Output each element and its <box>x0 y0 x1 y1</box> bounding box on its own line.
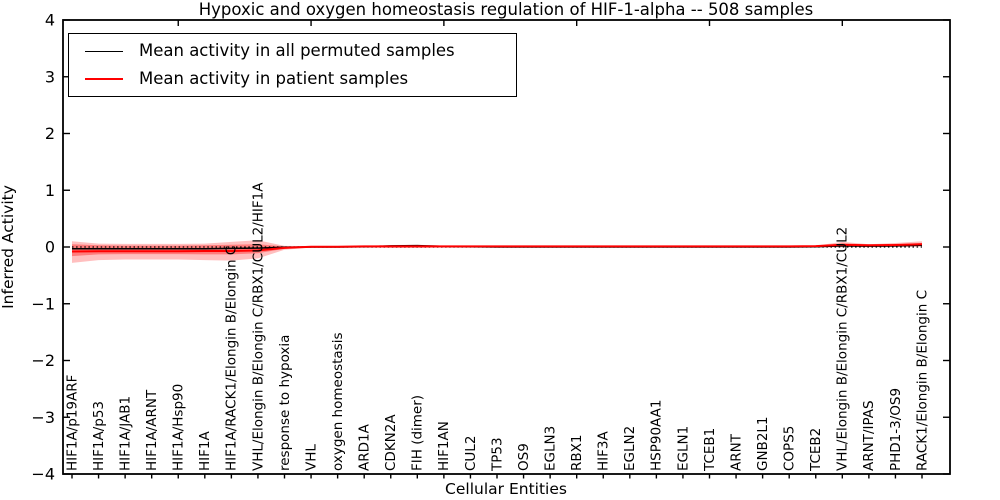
x-category-label: VHL <box>303 444 319 471</box>
x-category-label: CDKN2A <box>383 414 399 471</box>
permuted-line-swatch <box>85 50 123 52</box>
y-axis-title: Inferred Activity <box>0 185 17 309</box>
plot-area: −4 −3 −2 −1 0 1 2 3 4 HIF1A/p19ARF HIF1A/p53 HIF1A/… <box>31 11 951 484</box>
series-line-1 <box>71 243 923 253</box>
x-category-label: TP53 <box>489 437 505 472</box>
x-category-label: HIF1A/ARNT <box>144 389 160 471</box>
x-category-label: TCEB1 <box>702 428 718 472</box>
x-category-label: HIF1AN <box>436 421 452 471</box>
x-category-label: HIF1A/RACK1/Elongin B/Elongin C <box>224 246 240 471</box>
y-tick-label: −2 <box>31 351 55 370</box>
x-category-label: HIF1A/Hsp90 <box>171 384 187 471</box>
x-category-label: EGLN2 <box>622 426 638 471</box>
x-category-label: ARD1A <box>357 423 373 471</box>
legend-label-permuted: Mean activity in all permuted samples <box>139 40 455 60</box>
x-category-label: TCEB2 <box>808 428 824 472</box>
y-tick-label: 4 <box>45 11 55 30</box>
x-category-label: PHD1-3/OS9 <box>888 388 904 471</box>
y-tick-label: 1 <box>45 181 55 200</box>
x-category-label: VHL/Elongin B/Elongin C/RBX1/CUL2/HIF1A <box>250 182 266 471</box>
x-category-label: GNB2L1 <box>755 416 771 471</box>
x-category-label: RBX1 <box>569 435 585 471</box>
x-category-label: HSP90AA1 <box>649 400 665 471</box>
patient-line-swatch <box>85 78 123 80</box>
y-tick-label: −4 <box>31 465 55 484</box>
legend-label-patient: Mean activity in patient samples <box>139 68 409 88</box>
x-category-label: EGLN1 <box>675 426 691 471</box>
x-category-label: HIF1A/p53 <box>91 401 107 471</box>
x-category-label: FIH (dimer) <box>410 395 426 471</box>
x-category-label: HIF3A <box>596 431 612 471</box>
y-tick-label: −3 <box>31 408 55 427</box>
y-tick-label: −1 <box>31 294 55 313</box>
y-tick-label: 3 <box>45 67 55 86</box>
x-category-label: HIF1A/p19ARF <box>64 375 80 471</box>
x-category-label: HIF1A <box>197 431 213 471</box>
x-axis-title: Cellular Entities <box>445 480 567 498</box>
x-category-label: ARNT/IPAS <box>861 400 877 471</box>
x-category-label: oxygen homeostasis <box>330 333 346 472</box>
x-category-label: OS9 <box>516 443 532 471</box>
chart-title: Hypoxic and oxygen homeostasis regulatio… <box>199 0 814 19</box>
x-category-label: COPS5 <box>782 426 798 471</box>
x-category-label: RACK1/Elongin B/Elongin C <box>914 290 930 471</box>
x-category-label: CUL2 <box>463 436 479 471</box>
y-tick-label: 2 <box>45 124 55 143</box>
x-category-label: response to hypoxia <box>277 335 293 471</box>
x-category-label: ARNT <box>728 433 744 471</box>
legend-entry-patient: Mean activity in patient samples <box>79 66 506 92</box>
x-category-label: EGLN3 <box>542 426 558 471</box>
legend: Mean activity in all permuted samples Me… <box>68 33 517 97</box>
y-tick-label: 0 <box>45 238 55 257</box>
x-category-label: VHL/Elongin B/Elongin C/RBX1/CUL2 <box>835 227 851 471</box>
x-category-label: HIF1A/JAB1 <box>117 396 133 471</box>
legend-entry-permuted: Mean activity in all permuted samples <box>79 38 506 64</box>
